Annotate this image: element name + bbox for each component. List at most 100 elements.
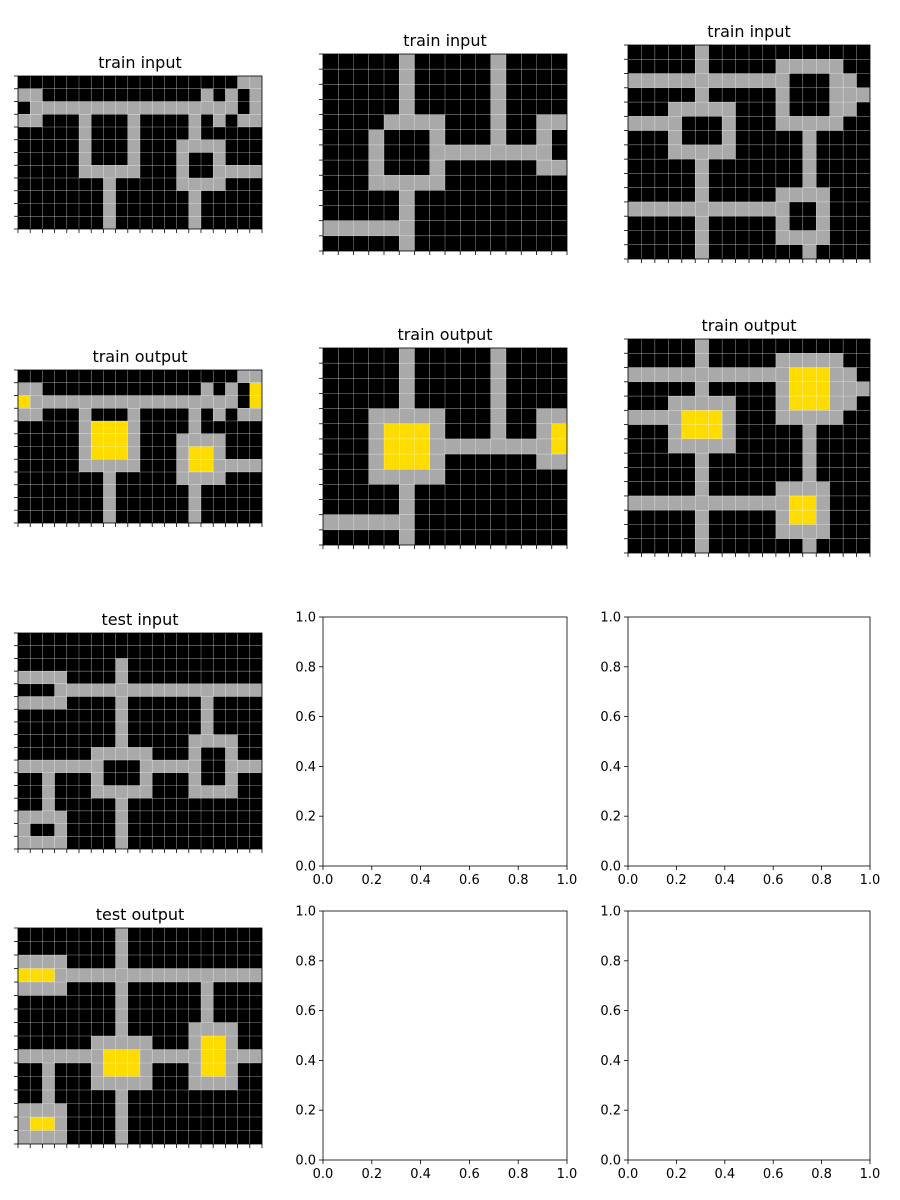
train-input-3-panel: train input xyxy=(624,22,871,263)
grid-cell xyxy=(521,99,537,115)
grid-cell xyxy=(668,339,682,354)
grid-cell xyxy=(460,190,476,206)
grid-cell xyxy=(521,235,537,252)
grid-cell xyxy=(490,235,507,252)
grid-cell xyxy=(18,671,31,684)
grid-cell xyxy=(66,1130,80,1145)
grid-cell xyxy=(641,216,655,231)
grid-cell xyxy=(91,810,104,824)
grid-cell xyxy=(384,514,400,530)
grid-cell xyxy=(695,102,709,117)
grid-cell xyxy=(103,760,116,773)
grid-cell xyxy=(66,1076,80,1091)
grid-cell xyxy=(641,396,655,411)
grid-cell xyxy=(521,348,537,364)
grid-cell xyxy=(66,772,80,786)
empty-axes-layer: 0.00.00.20.20.40.40.60.60.80.81.01.00.00… xyxy=(295,611,880,1183)
grid-cell xyxy=(30,709,43,722)
grid-cell xyxy=(201,510,214,524)
grid-cell xyxy=(368,160,385,176)
grid-cell xyxy=(722,144,736,160)
grid-cell xyxy=(66,709,80,722)
grid-cell xyxy=(762,144,776,160)
grid-cell xyxy=(164,1076,177,1091)
grid-cell xyxy=(18,696,31,710)
grid-cell xyxy=(749,538,763,554)
grid-cell xyxy=(735,438,750,454)
grid-cell xyxy=(115,982,128,996)
grid-cell xyxy=(414,499,430,515)
grid-cell xyxy=(18,982,31,996)
grid-cell xyxy=(735,396,750,411)
grid-cell xyxy=(681,201,696,217)
grid-cell xyxy=(213,734,226,748)
grid-cell xyxy=(521,454,537,470)
grid-cell xyxy=(628,495,642,511)
grid-cell xyxy=(722,410,736,425)
grid-cell xyxy=(30,1117,43,1131)
grid-cell xyxy=(506,175,522,191)
grid-cell xyxy=(152,928,165,942)
grid-cell xyxy=(201,709,214,722)
grid-cell xyxy=(66,484,80,498)
grid-cell xyxy=(749,438,763,454)
grid-cell xyxy=(843,438,857,454)
grid-cell xyxy=(225,472,238,485)
grid-cell xyxy=(201,1036,214,1050)
train-output-1-gridlines xyxy=(18,370,262,523)
grid-cell xyxy=(641,201,655,217)
grid-cell xyxy=(140,658,153,672)
grid-cell xyxy=(103,968,116,983)
grid-cell xyxy=(384,235,400,252)
grid-cell xyxy=(681,73,696,88)
grid-cell xyxy=(79,1063,92,1077)
grid-cell xyxy=(127,433,141,447)
grid-cell xyxy=(722,244,736,260)
grid-cell xyxy=(176,114,189,128)
grid-cell xyxy=(213,101,226,115)
grid-cell xyxy=(802,173,817,188)
grid-cell xyxy=(775,438,790,454)
grid-cell xyxy=(856,524,871,539)
grid-cell xyxy=(164,1036,177,1050)
grid-cell xyxy=(460,393,476,409)
grid-cell xyxy=(551,69,568,85)
grid-cell xyxy=(722,510,736,525)
grid-cell xyxy=(506,363,522,379)
grid-cell xyxy=(475,190,491,206)
grid-cell xyxy=(856,396,871,411)
grid-cell xyxy=(641,481,655,496)
grid-cell xyxy=(115,139,128,153)
grid-cell xyxy=(708,424,723,439)
grid-cell xyxy=(201,497,214,511)
grid-cell xyxy=(225,395,238,409)
grid-cell xyxy=(54,446,67,460)
grid-cell xyxy=(79,955,92,969)
grid-cell xyxy=(103,671,116,684)
grid-cell xyxy=(338,484,354,500)
grid-cell xyxy=(654,538,669,554)
grid-cell xyxy=(749,467,763,482)
grid-cell xyxy=(681,396,696,411)
grid-cell xyxy=(42,721,55,735)
grid-cell xyxy=(42,76,55,89)
grid-cell xyxy=(856,410,871,425)
x-tick-label: 0.4 xyxy=(714,1167,735,1182)
grid-cell xyxy=(42,683,55,697)
grid-cell xyxy=(79,810,92,824)
grid-cell xyxy=(429,175,446,191)
grid-cell xyxy=(91,370,104,383)
grid-cell xyxy=(201,1009,214,1023)
grid-cell xyxy=(414,484,430,500)
grid-cell xyxy=(30,101,43,115)
grid-cell xyxy=(460,114,476,130)
grid-cell xyxy=(188,1090,202,1104)
grid-cell xyxy=(762,216,776,231)
grid-cell xyxy=(79,1049,92,1064)
grid-cell xyxy=(225,683,238,697)
grid-cell xyxy=(66,370,80,383)
grid-cell xyxy=(445,144,461,161)
grid-cell xyxy=(475,205,491,221)
grid-cell xyxy=(460,129,476,145)
grid-cell xyxy=(628,367,642,382)
